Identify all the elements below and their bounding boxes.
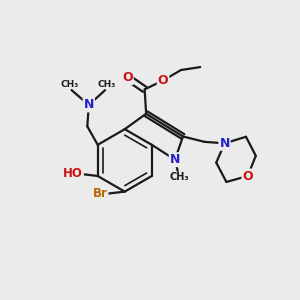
Text: N: N: [170, 153, 180, 166]
Text: N: N: [84, 98, 94, 112]
Text: O: O: [242, 169, 253, 182]
Text: CH₃: CH₃: [61, 80, 79, 89]
Text: O: O: [122, 71, 133, 84]
Text: CH₃: CH₃: [169, 172, 189, 182]
Text: CH₃: CH₃: [98, 80, 116, 89]
Text: O: O: [158, 74, 168, 87]
Text: HO: HO: [63, 167, 83, 179]
Text: N: N: [219, 137, 230, 150]
Text: Br: Br: [93, 188, 107, 200]
